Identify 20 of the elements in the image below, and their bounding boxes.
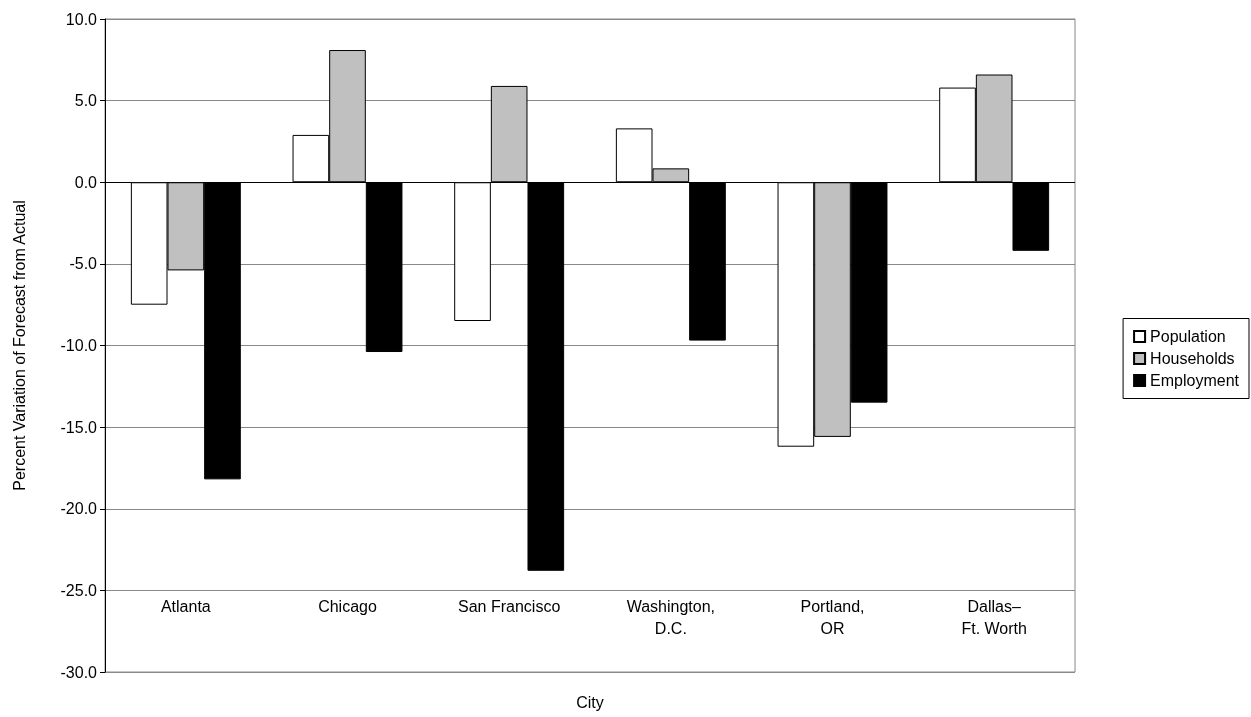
x-axis-title: City bbox=[576, 693, 604, 711]
y-tick-label: 10.0 bbox=[65, 10, 98, 28]
x-tick-label: Chicago bbox=[318, 597, 377, 615]
x-tick-label: Atlanta bbox=[160, 597, 211, 615]
x-tick-label: Dallas– Ft. Worth bbox=[961, 597, 1027, 637]
y-tick-label: -15.0 bbox=[60, 418, 98, 436]
legend-label: Households bbox=[1150, 350, 1235, 367]
legend-label: Population bbox=[1150, 328, 1226, 345]
y-tick-label: -25.0 bbox=[60, 581, 98, 599]
y-tick-label: 0.0 bbox=[74, 173, 98, 191]
y-tick-label: -30.0 bbox=[60, 663, 98, 681]
x-tick-label: Washington, D.C. bbox=[626, 597, 716, 637]
y-tick-label: -5.0 bbox=[69, 255, 98, 273]
x-tick-label: Portland, OR bbox=[800, 597, 865, 637]
y-tick-label: -20.0 bbox=[60, 500, 98, 518]
y-tick-label: 5.0 bbox=[74, 92, 98, 110]
y-tick-label: -10.0 bbox=[60, 337, 98, 354]
legend-label: Employment bbox=[1150, 372, 1240, 389]
y-axis-title: Percent Variation of Forecast from Actual bbox=[10, 200, 28, 491]
x-tick-label: San Francisco bbox=[458, 597, 561, 615]
